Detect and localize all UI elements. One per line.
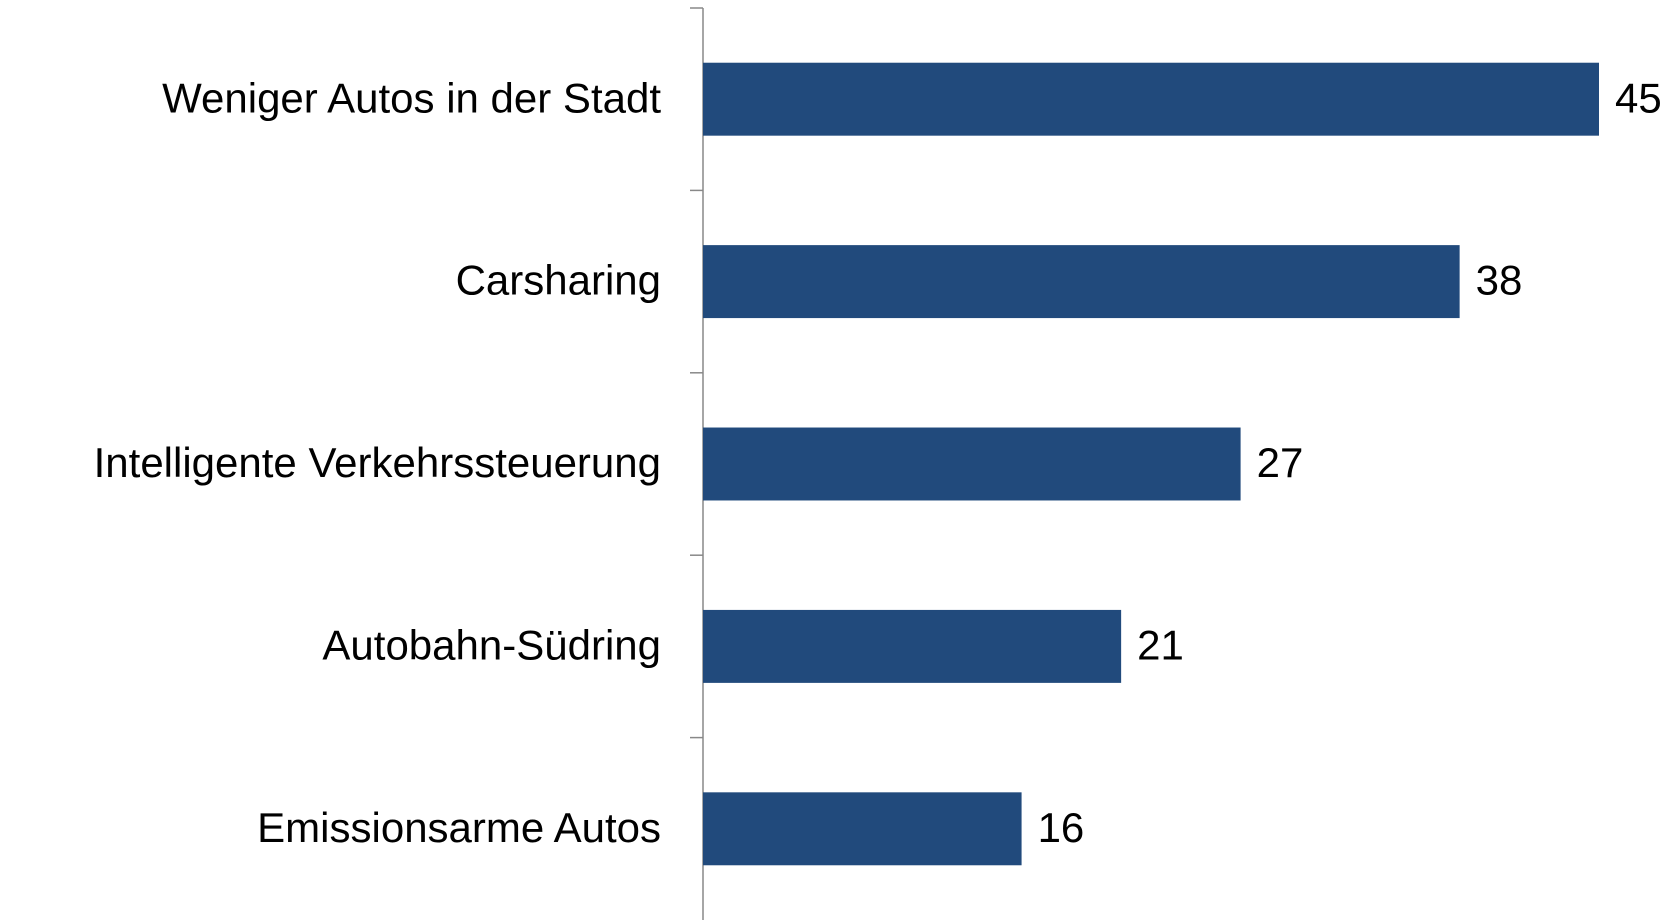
value-label: 21: [1137, 621, 1184, 668]
bar: [703, 609, 1122, 683]
value-label: 38: [1476, 257, 1523, 304]
value-label: 27: [1257, 439, 1304, 486]
category-label: Carsharing: [456, 257, 661, 304]
bar: [703, 792, 1022, 866]
category-label: Autobahn-Südring: [322, 621, 661, 668]
bar: [703, 245, 1460, 319]
value-label: 16: [1038, 804, 1085, 851]
category-label: Emissionsarme Autos: [257, 804, 661, 851]
value-label: 45: [1615, 74, 1662, 121]
bar: [703, 62, 1599, 136]
category-label: Weniger Autos in der Stadt: [162, 74, 661, 121]
bar: [703, 427, 1241, 501]
category-label: Intelligente Verkehrssteuerung: [94, 439, 661, 486]
